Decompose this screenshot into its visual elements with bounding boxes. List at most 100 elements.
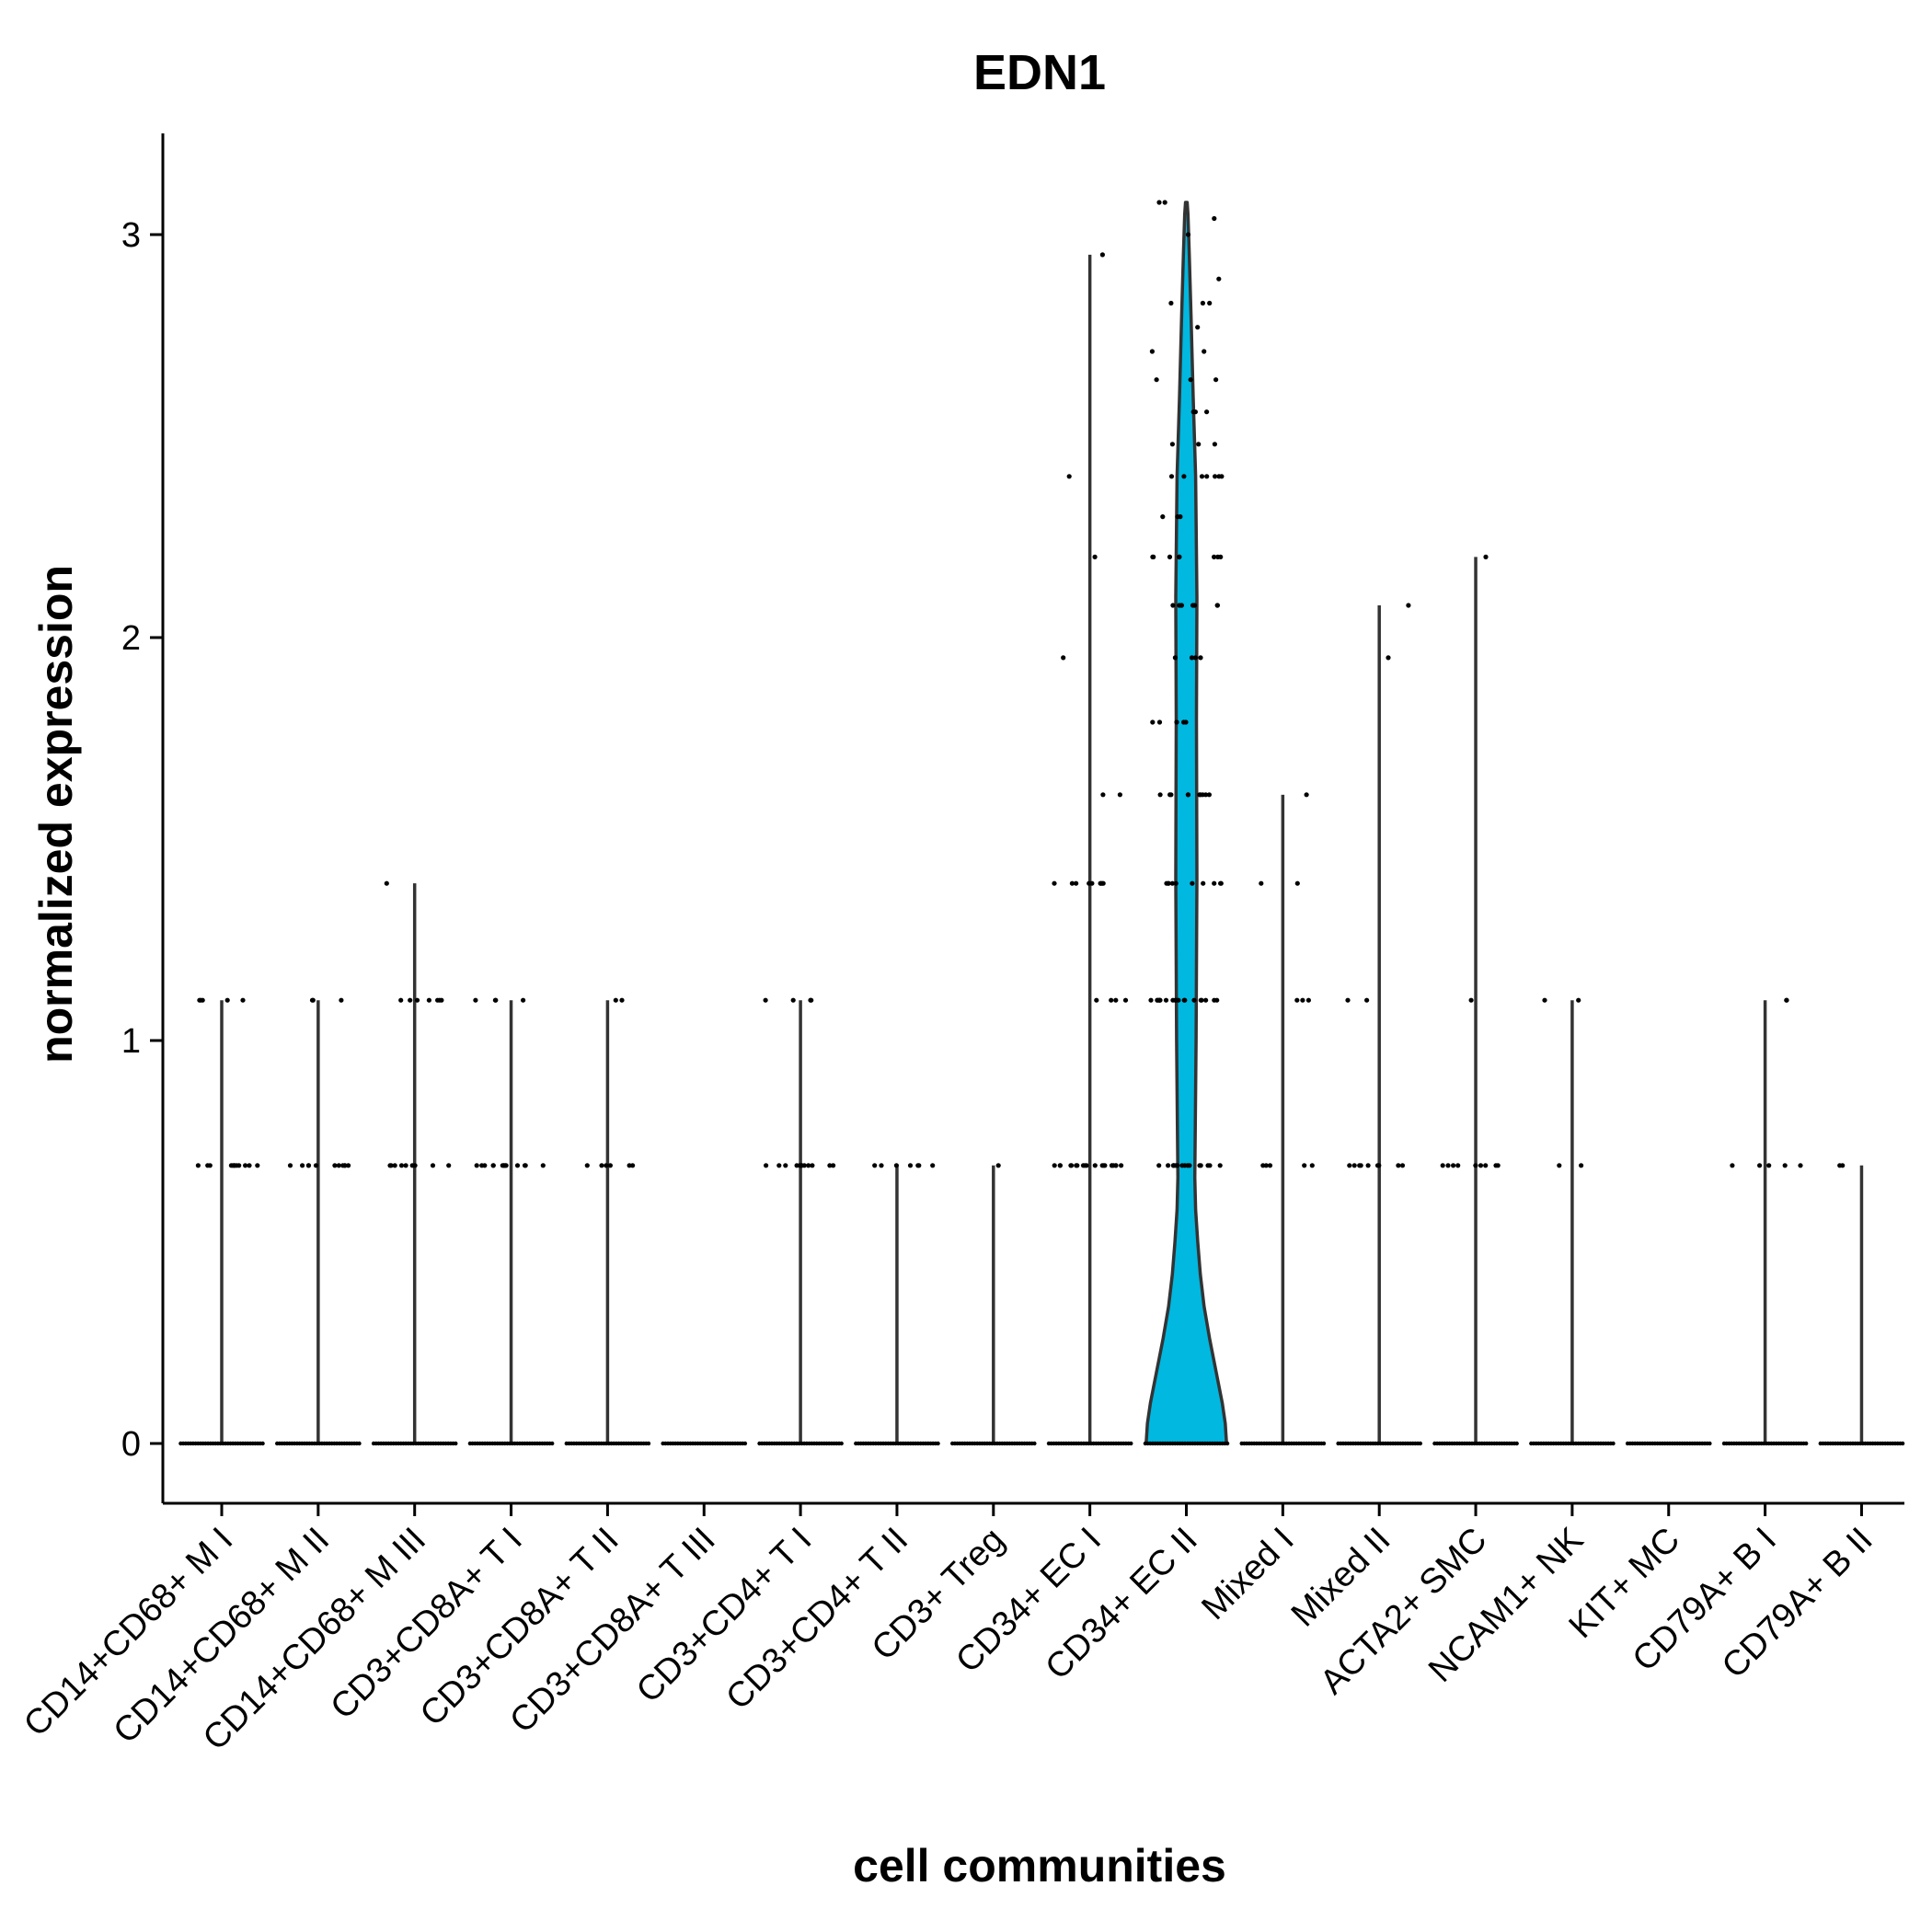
data-point bbox=[809, 997, 814, 1003]
data-point bbox=[879, 1163, 884, 1168]
data-point bbox=[255, 1163, 260, 1168]
data-point bbox=[1204, 474, 1210, 479]
data-point bbox=[357, 1441, 362, 1446]
data-point bbox=[1032, 1441, 1037, 1446]
data-point bbox=[392, 1163, 397, 1168]
data-point bbox=[1182, 1163, 1188, 1168]
data-point bbox=[1219, 474, 1225, 479]
x-tick-label: Mixed I bbox=[1194, 1521, 1301, 1627]
data-point bbox=[482, 1163, 488, 1168]
data-point bbox=[839, 1441, 844, 1446]
data-point bbox=[776, 1163, 782, 1168]
data-point bbox=[1129, 1441, 1133, 1446]
data-point bbox=[1473, 1163, 1478, 1168]
data-point bbox=[1082, 1163, 1087, 1168]
data-point bbox=[207, 1163, 213, 1168]
data-point bbox=[1345, 997, 1351, 1003]
data-point bbox=[1302, 1163, 1307, 1168]
data-point bbox=[995, 1163, 1001, 1168]
data-point bbox=[473, 997, 478, 1003]
data-point bbox=[1418, 1441, 1423, 1446]
y-tick-label: 3 bbox=[121, 216, 141, 255]
data-point bbox=[1321, 1441, 1327, 1446]
data-point bbox=[1102, 1163, 1108, 1168]
data-point bbox=[287, 1163, 293, 1168]
data-point bbox=[1068, 1163, 1074, 1168]
data-point bbox=[1386, 655, 1391, 661]
data-point bbox=[1172, 655, 1178, 661]
data-point bbox=[310, 997, 316, 1003]
data-point bbox=[243, 1163, 248, 1168]
data-point bbox=[1267, 1163, 1273, 1168]
data-point bbox=[1514, 1441, 1519, 1446]
data-point bbox=[1804, 1441, 1809, 1446]
data-point bbox=[1155, 997, 1160, 1003]
data-point bbox=[1225, 1441, 1230, 1446]
data-point bbox=[1066, 474, 1072, 479]
plot-area bbox=[178, 200, 1905, 1446]
data-point bbox=[1113, 997, 1119, 1003]
data-point bbox=[523, 1163, 528, 1168]
data-point bbox=[1168, 474, 1175, 479]
data-point bbox=[1174, 719, 1179, 725]
data-point bbox=[1189, 655, 1195, 661]
data-point bbox=[1483, 1163, 1489, 1168]
data-point bbox=[1294, 997, 1300, 1003]
data-point bbox=[1170, 1163, 1176, 1168]
data-point bbox=[384, 880, 389, 886]
data-point bbox=[1364, 997, 1370, 1003]
data-point bbox=[1169, 880, 1175, 886]
data-point bbox=[1192, 409, 1198, 415]
data-point bbox=[1782, 1163, 1788, 1168]
data-point bbox=[1205, 1163, 1211, 1168]
data-point bbox=[1175, 514, 1180, 520]
data-point bbox=[1074, 880, 1079, 886]
data-point bbox=[604, 1163, 609, 1168]
data-point bbox=[1212, 442, 1217, 447]
data-point bbox=[810, 1163, 815, 1168]
data-point bbox=[930, 1163, 936, 1168]
data-point bbox=[1263, 1163, 1269, 1168]
chart-title: EDN1 bbox=[973, 45, 1106, 100]
data-point bbox=[630, 1163, 636, 1168]
x-tick-label: CD3+CD4+ T I bbox=[629, 1521, 819, 1710]
data-point bbox=[521, 997, 526, 1003]
data-point bbox=[1100, 792, 1106, 798]
data-point bbox=[387, 1163, 393, 1168]
data-point bbox=[1109, 997, 1114, 1003]
data-point bbox=[1057, 1163, 1063, 1168]
data-point bbox=[1168, 300, 1174, 306]
data-point bbox=[763, 997, 768, 1003]
data-point bbox=[1094, 997, 1099, 1003]
data-point bbox=[806, 1163, 811, 1168]
data-point bbox=[1445, 1163, 1451, 1168]
data-point bbox=[1199, 474, 1205, 479]
data-point bbox=[1052, 1163, 1057, 1168]
y-tick-label: 2 bbox=[121, 619, 141, 658]
data-point bbox=[1201, 880, 1206, 886]
data-point bbox=[1212, 880, 1217, 886]
data-point bbox=[1061, 655, 1066, 661]
data-point bbox=[1351, 1163, 1357, 1168]
data-point bbox=[1214, 997, 1220, 1003]
data-point bbox=[915, 1163, 921, 1168]
data-point bbox=[1406, 603, 1411, 608]
data-point bbox=[514, 1163, 521, 1168]
data-point bbox=[1611, 1441, 1616, 1446]
data-point bbox=[1092, 554, 1098, 560]
data-point bbox=[799, 1163, 805, 1168]
data-point bbox=[1216, 276, 1222, 282]
data-point bbox=[1190, 880, 1195, 886]
y-tick-label: 0 bbox=[121, 1425, 141, 1464]
data-point bbox=[1117, 792, 1122, 798]
data-point bbox=[1542, 997, 1547, 1003]
data-point bbox=[1708, 1441, 1712, 1446]
data-point bbox=[1154, 377, 1159, 383]
data-point bbox=[1468, 997, 1474, 1003]
data-point bbox=[1214, 603, 1220, 608]
data-point bbox=[339, 997, 344, 1003]
data-point bbox=[1181, 997, 1187, 1003]
data-point bbox=[408, 997, 413, 1003]
data-point bbox=[1200, 300, 1205, 306]
